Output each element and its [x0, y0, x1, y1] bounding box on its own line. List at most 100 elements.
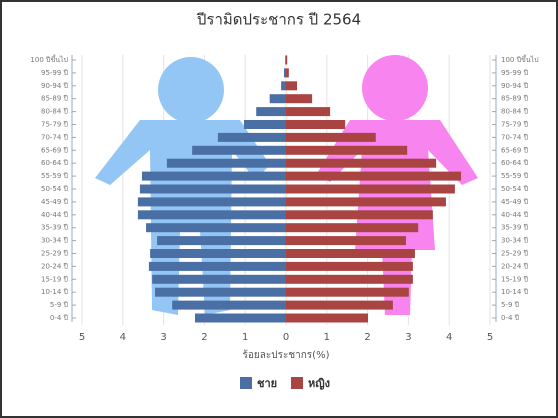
right-category-label: 45-49 ปี	[501, 198, 529, 206]
legend-swatch	[291, 377, 303, 389]
bar	[157, 236, 286, 245]
bar	[286, 210, 433, 219]
x-tick-label: 3	[160, 332, 166, 343]
chart-title: ปีรามิดประชากร ปี 2564	[196, 11, 361, 29]
bar	[149, 262, 286, 271]
bar	[270, 94, 286, 103]
right-category-label: 80-84 ปี	[501, 108, 529, 116]
bar	[192, 146, 286, 155]
x-tick-label: 1	[242, 332, 248, 343]
left-category-label: 15-19 ปี	[41, 275, 69, 283]
x-tick-label: 2	[364, 332, 370, 343]
x-axis-label: ร้อยละประชากร(%)	[243, 349, 330, 361]
bar	[286, 275, 413, 284]
left-category-label: 5-9 ปี	[50, 301, 69, 309]
left-category-label: 65-69 ปี	[41, 146, 69, 154]
bar	[286, 81, 297, 90]
right-category-label: 10-14 ปี	[501, 288, 529, 296]
bar	[281, 81, 286, 90]
bar	[142, 172, 286, 181]
bar	[195, 314, 286, 323]
bar	[150, 249, 286, 258]
bar	[286, 236, 406, 245]
left-category-label: 25-29 ปี	[41, 250, 69, 258]
right-category-label: 60-64 ปี	[501, 159, 529, 167]
left-category-label: 40-44 ปี	[41, 211, 69, 219]
left-category-label: 60-64 ปี	[41, 159, 69, 167]
bar	[286, 107, 330, 116]
right-category-label: 5-9 ปี	[501, 301, 520, 309]
right-category-label: 50-54 ปี	[501, 185, 529, 193]
right-category-label: 15-19 ปี	[501, 275, 529, 283]
bar	[167, 159, 286, 168]
bar	[286, 159, 436, 168]
bar	[244, 120, 286, 129]
legend-label: ชาย	[257, 377, 277, 390]
x-tick-label: 2	[201, 332, 207, 343]
bar	[286, 185, 455, 194]
right-category-label: 65-69 ปี	[501, 146, 529, 154]
right-category-label: 25-29 ปี	[501, 250, 529, 258]
bar	[146, 223, 286, 232]
bar	[218, 133, 286, 142]
x-tick-label: 3	[405, 332, 411, 343]
x-tick-label: 0	[283, 332, 289, 343]
left-category-label: 45-49 ปี	[41, 198, 69, 206]
right-category-label: 95-99 ปี	[501, 69, 529, 77]
bar	[286, 133, 376, 142]
bar	[152, 275, 286, 284]
bar	[285, 56, 286, 65]
bar	[140, 185, 286, 194]
bar	[172, 301, 286, 310]
bar	[286, 223, 418, 232]
left-category-label: 55-59 ปี	[41, 172, 69, 180]
bar	[286, 146, 407, 155]
bar	[155, 288, 286, 297]
bar	[286, 249, 415, 258]
left-category-label: 75-79 ปี	[41, 121, 69, 129]
left-category-label: 80-84 ปี	[41, 108, 69, 116]
x-tick-label: 1	[324, 332, 330, 343]
x-tick-label: 4	[120, 332, 126, 343]
chart: ปีรามิดประชากร ปี 2564 ร้อยละประชากร(%) …	[0, 0, 558, 418]
bar	[286, 314, 368, 323]
left-category-label: 20-24 ปี	[41, 262, 69, 270]
left-category-label: 70-74 ปี	[41, 133, 69, 141]
bar	[286, 301, 393, 310]
right-category-label: 0-4 ปี	[501, 314, 520, 322]
right-category-label: 85-89 ปี	[501, 95, 529, 103]
left-category-label: 10-14 ปี	[41, 288, 69, 296]
right-category-label: 90-94 ปี	[501, 82, 529, 90]
left-category-label: 90-94 ปี	[41, 82, 69, 90]
right-category-label: 30-34 ปี	[501, 237, 529, 245]
left-category-label: 0-4 ปี	[50, 314, 69, 322]
right-category-label: 20-24 ปี	[501, 262, 529, 270]
x-tick-label: 5	[79, 332, 85, 343]
right-category-label: 75-79 ปี	[501, 121, 529, 129]
x-tick-label: 4	[446, 332, 452, 343]
bar	[286, 56, 287, 65]
page: ปีรามิดประชากร ปี 2564 ร้อยละประชากร(%) …	[0, 0, 558, 418]
right-category-label: 55-59 ปี	[501, 172, 529, 180]
bar	[286, 172, 461, 181]
left-category-label: 35-39 ปี	[41, 224, 69, 232]
left-category-label: 30-34 ปี	[41, 237, 69, 245]
right-category-label: 70-74 ปี	[501, 133, 529, 141]
bar	[286, 120, 345, 129]
right-category-label: 35-39 ปี	[501, 224, 529, 232]
bar	[286, 288, 409, 297]
bar	[138, 210, 286, 219]
bar	[286, 94, 312, 103]
legend-label: หญิง	[308, 377, 330, 390]
x-tick-label: 5	[487, 332, 493, 343]
bar	[286, 262, 413, 271]
bar	[256, 107, 286, 116]
bar	[286, 68, 289, 77]
legend-swatch	[240, 377, 252, 389]
bar	[284, 68, 286, 77]
bar	[138, 197, 286, 206]
right-category-label: 40-44 ปี	[501, 211, 529, 219]
left-category-label: 95-99 ปี	[41, 69, 69, 77]
left-category-label: 50-54 ปี	[41, 185, 69, 193]
bar	[286, 197, 446, 206]
